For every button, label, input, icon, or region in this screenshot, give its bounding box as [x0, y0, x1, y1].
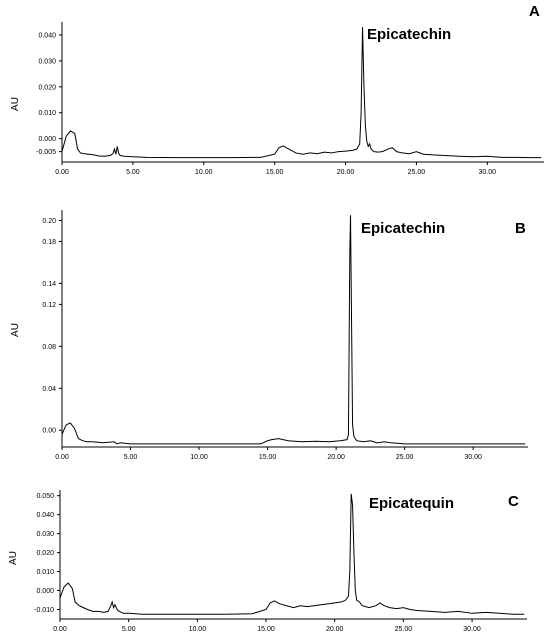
- y-tick-label: 0.08: [42, 344, 56, 351]
- y-tick-label: 0.020: [38, 84, 56, 91]
- panel-a-peak-label: Epicatechin: [367, 26, 451, 43]
- x-tick-label: 15.00: [257, 626, 275, 633]
- x-tick-label: 0.00: [55, 169, 69, 176]
- y-tick-label: 0.010: [38, 110, 56, 117]
- y-tick-label: 0.010: [36, 569, 54, 576]
- x-tick-label: 25.00: [408, 169, 426, 176]
- y-tick-label: -0.010: [34, 607, 54, 614]
- y-tick-label: 0.04: [42, 386, 56, 393]
- y-tick-label: 0.000: [36, 588, 54, 595]
- panel-c: AU Epicatequin C -0.010 0.000 0.010 0.020 0.…: [8, 490, 527, 633]
- x-tick-label: 5.00: [126, 169, 140, 176]
- x-tick-label: 15.00: [266, 169, 284, 176]
- x-tick-label: 0.00: [53, 626, 67, 633]
- y-tick-label: 0.030: [36, 531, 54, 538]
- panel-b-peak-label: Epicatechin: [361, 220, 445, 237]
- panel-b-trace: [61, 215, 526, 445]
- y-tick-label: 0.00: [42, 428, 56, 435]
- y-tick-label: 0.020: [36, 550, 54, 557]
- x-tick-label: 5.00: [122, 626, 136, 633]
- y-tick-label: 0.20: [42, 218, 56, 225]
- x-tick-label: 20.00: [337, 169, 355, 176]
- x-tick-label: 10.00: [195, 169, 213, 176]
- panel-a-letter: A: [529, 3, 540, 20]
- panel-a-y-ticks: -0.005 0.000 0.010 0.020 0.030 0.040: [36, 32, 62, 156]
- panel-a-x-ticks: 0.00 5.00 10.00 15.00 20.00 25.00 30.00: [55, 162, 496, 176]
- panel-c-ylabel: AU: [8, 551, 19, 565]
- panel-b-ylabel: AU: [10, 323, 21, 337]
- x-tick-label: 15.00: [259, 454, 277, 461]
- x-tick-label: 10.00: [189, 626, 207, 633]
- panel-a-ylabel: AU: [10, 97, 21, 111]
- panel-b: AU Epicatechin B 0.00 0.04 0.08 0.12 0.14 0.1…: [10, 210, 528, 461]
- x-tick-label: 25.00: [395, 626, 413, 633]
- y-tick-label: 0.040: [38, 32, 56, 39]
- panel-c-peak-label: Epicatequin: [369, 495, 454, 512]
- x-tick-label: 5.00: [124, 454, 138, 461]
- panel-c-letter: C: [508, 493, 519, 510]
- x-tick-label: 20.00: [326, 626, 344, 633]
- x-tick-label: 10.00: [190, 454, 208, 461]
- panel-b-x-ticks: 0.00 5.00 10.00 15.00 20.00 25.00 30.00: [55, 447, 482, 461]
- y-tick-label: 0.040: [36, 512, 54, 519]
- y-tick-label: 0.12: [42, 302, 56, 309]
- x-tick-label: 20.00: [327, 454, 345, 461]
- y-tick-label: 0.050: [36, 493, 54, 500]
- panel-a-trace: [61, 27, 542, 159]
- y-tick-label: 0.000: [38, 136, 56, 143]
- y-tick-label: 0.030: [38, 58, 56, 65]
- y-tick-label: 0.14: [42, 281, 56, 288]
- y-tick-label: 0.18: [42, 239, 56, 246]
- panel-c-y-ticks: -0.010 0.000 0.010 0.020 0.030 0.040 0.050: [34, 493, 60, 614]
- panel-c-trace: [59, 493, 525, 615]
- x-tick-label: 0.00: [55, 454, 69, 461]
- x-tick-label: 25.00: [396, 454, 414, 461]
- panel-b-y-ticks: 0.00 0.04 0.08 0.12 0.14 0.18 0.20: [42, 218, 62, 435]
- panel-b-letter: B: [515, 220, 526, 237]
- y-tick-label: -0.005: [36, 149, 56, 156]
- panel-c-x-ticks: 0.00 5.00 10.00 15.00 20.00 25.00 30.00: [53, 619, 481, 633]
- x-tick-label: 30.00: [463, 626, 481, 633]
- x-tick-label: 30.00: [479, 169, 497, 176]
- x-tick-label: 30.00: [464, 454, 482, 461]
- panel-a: AU Epicatechin A -0.005 0.000 0.010 0.020 0.…: [10, 3, 544, 176]
